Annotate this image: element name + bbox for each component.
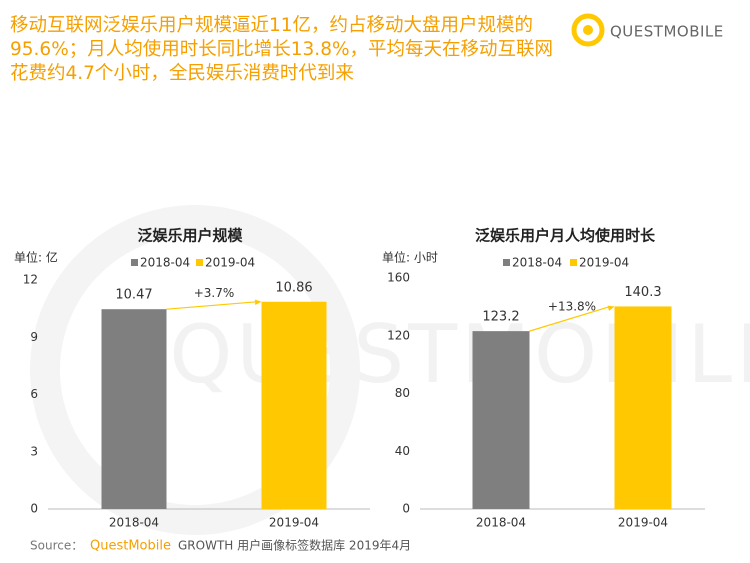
- bar: [101, 309, 167, 509]
- value-label: 140.3: [624, 285, 661, 300]
- chart-title: 泛娱乐用户规模: [137, 227, 243, 245]
- y-tick-label: 0: [402, 502, 410, 516]
- x-tick-label: 2018-04: [476, 516, 526, 530]
- change-arrow: [166, 301, 258, 310]
- watermark-ring: [30, 205, 360, 535]
- chart-title: 泛娱乐用户月人均使用时长: [475, 227, 656, 245]
- legend-label: 2019-04: [579, 256, 629, 270]
- source-text: GROWTH 用户画像标签数据库 2019年4月: [178, 538, 411, 553]
- y-tick-label: 80: [395, 386, 410, 400]
- legend-swatch: [503, 259, 510, 266]
- bar: [614, 306, 672, 509]
- value-label: 10.86: [275, 280, 312, 295]
- y-tick-label: 6: [30, 387, 38, 401]
- y-tick-label: 9: [30, 330, 38, 344]
- legend-label: 2018-04: [512, 256, 562, 270]
- unit-label: 单位: 小时: [382, 250, 438, 265]
- legend-label: 2019-04: [205, 256, 255, 270]
- y-tick-label: 160: [387, 271, 410, 285]
- x-tick-label: 2019-04: [269, 516, 319, 530]
- annotation: +3.7%: [194, 286, 235, 300]
- unit-label: 单位: 亿: [14, 250, 58, 265]
- headline-line: 花费约4.7个小时，全民娱乐消费时代到来: [10, 63, 354, 84]
- y-tick-label: 0: [30, 502, 38, 516]
- headline-line: 95.6%；月人均使用时长同比增长13.8%，平均每天在移动互联网: [10, 39, 554, 60]
- logo-text: QUESTMOBILE: [610, 23, 724, 41]
- source-label: Source：: [30, 539, 83, 553]
- legend-swatch: [131, 259, 138, 266]
- headline-line: 移动互联网泛娱乐用户规模逼近11亿，约占移动大盘用户规模的: [10, 15, 534, 36]
- source-brand: QuestMobile: [90, 539, 171, 554]
- logo-icon: [571, 13, 605, 47]
- annotation: +13.8%: [548, 299, 596, 313]
- x-tick-label: 2018-04: [109, 516, 159, 530]
- value-label: 123.2: [482, 310, 519, 325]
- legend-swatch: [570, 259, 577, 266]
- y-tick-label: 120: [387, 328, 410, 342]
- bar: [261, 301, 327, 509]
- headline: 移动互联网泛娱乐用户规模逼近11亿，约占移动大盘用户规模的 95.6%；月人均使…: [10, 14, 570, 86]
- arrow-head: [254, 299, 262, 305]
- legend-swatch: [196, 259, 203, 266]
- logo-icon-dot: [583, 25, 593, 35]
- x-tick-label: 2019-04: [618, 516, 668, 530]
- arrow-head: [607, 305, 615, 311]
- value-label: 10.47: [115, 288, 152, 303]
- y-tick-label: 40: [395, 444, 410, 458]
- bar: [472, 331, 530, 509]
- y-tick-label: 3: [30, 444, 38, 458]
- change-arrow: [529, 305, 611, 332]
- y-tick-label: 12: [23, 273, 38, 287]
- legend-label: 2018-04: [140, 256, 190, 270]
